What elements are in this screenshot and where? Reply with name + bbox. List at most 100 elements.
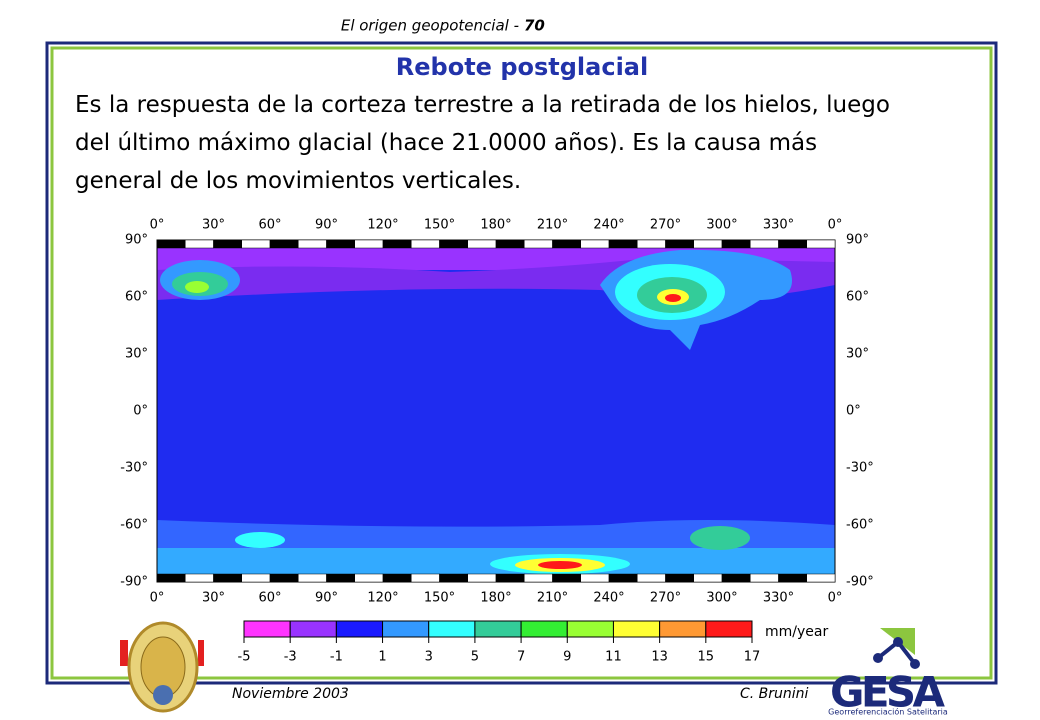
frame-bar xyxy=(411,239,440,249)
colorbar-swatch xyxy=(566,620,614,638)
frame-bar xyxy=(750,573,779,583)
colorbar-label: 3 xyxy=(425,650,433,665)
frame-bar xyxy=(665,573,694,583)
frame-bar xyxy=(411,573,440,583)
lon-label: 330° xyxy=(763,218,794,233)
lon-label: 270° xyxy=(650,591,681,606)
lat-label: 30° xyxy=(846,347,869,362)
lon-label: 240° xyxy=(593,218,624,233)
lon-label: 150° xyxy=(424,218,455,233)
frame-bar xyxy=(552,573,581,583)
frame-bar xyxy=(495,239,525,249)
frame-bar xyxy=(467,573,497,583)
body-line: Es la respuesta de la corteza terrestre … xyxy=(75,92,890,118)
colorbar-swatch xyxy=(243,620,291,638)
frame-bar xyxy=(269,573,299,583)
frame-bar xyxy=(721,239,751,249)
frame-bar xyxy=(298,573,327,583)
antarctic-peninsula xyxy=(690,526,750,550)
frame-bar xyxy=(721,573,751,583)
colorbar-swatch xyxy=(474,620,522,638)
frame-bar xyxy=(185,573,214,583)
body-line: general de los movimientos verticales. xyxy=(75,168,522,194)
colorbar-swatch xyxy=(335,620,384,638)
logo-subtitle: Georreferenciación Satelitaria xyxy=(828,707,948,717)
frame-bar xyxy=(750,239,779,249)
colorbar-label: 13 xyxy=(651,650,668,665)
frame-bar xyxy=(806,239,836,249)
colorbar-label: 1 xyxy=(378,650,386,665)
logo-mark xyxy=(873,628,920,669)
slide-title: Rebote postglacial xyxy=(396,53,648,81)
lon-label: 0° xyxy=(150,218,165,233)
frame-bar xyxy=(778,573,807,583)
frame-bar xyxy=(156,573,186,583)
lon-label: 0° xyxy=(828,218,843,233)
colorbar-label: -5 xyxy=(238,650,251,665)
colorbar-swatch xyxy=(612,620,661,638)
frame-bar xyxy=(778,239,807,249)
frame-bar xyxy=(665,239,694,249)
frame-bar xyxy=(269,239,299,249)
frame-bar xyxy=(439,239,468,249)
colorbar-swatch xyxy=(382,620,430,638)
frame-bar xyxy=(213,239,242,249)
frame-bar xyxy=(213,573,242,583)
lon-label: 30° xyxy=(202,591,225,606)
colorbar-label: 9 xyxy=(563,650,571,665)
lat-label: 60° xyxy=(125,290,148,305)
lon-label: 330° xyxy=(763,591,794,606)
frame-bar xyxy=(608,573,638,583)
lon-label: 120° xyxy=(367,591,398,606)
frame-bar xyxy=(552,239,581,249)
map xyxy=(156,239,836,583)
lon-label: 300° xyxy=(706,591,737,606)
lon-label: 270° xyxy=(650,218,681,233)
frame-bar xyxy=(495,573,525,583)
lon-label: 0° xyxy=(150,591,165,606)
colorbar-swatch xyxy=(428,620,476,638)
lat-label: 30° xyxy=(125,347,148,362)
north-america-peak xyxy=(665,294,681,302)
lon-label: 60° xyxy=(258,218,281,233)
lat-label: -30° xyxy=(120,461,148,476)
lat-label: 90° xyxy=(125,233,148,248)
frame-bar xyxy=(326,239,355,249)
logo-name: GESA xyxy=(830,668,945,717)
footer-date: Noviembre 2003 xyxy=(232,686,349,702)
colorbar-label: 15 xyxy=(698,650,715,665)
frame-bar xyxy=(580,239,610,249)
frame-bar xyxy=(382,239,412,249)
colorbar-swatch xyxy=(289,620,337,638)
scandinavia-core xyxy=(185,281,209,293)
map-frame-bars xyxy=(156,239,836,583)
lon-label: 210° xyxy=(537,218,568,233)
colorbar-label: -1 xyxy=(330,650,343,665)
lat-label: -60° xyxy=(846,518,874,533)
frame-bar xyxy=(637,239,666,249)
lat-label: 60° xyxy=(846,290,869,305)
lon-label: 90° xyxy=(315,218,338,233)
frame-bar xyxy=(608,239,638,249)
lon-label: 180° xyxy=(480,218,511,233)
frame-bar xyxy=(382,573,412,583)
colorbar-swatch xyxy=(520,620,568,638)
frame-bar xyxy=(439,573,468,583)
frame-bar xyxy=(354,239,384,249)
lon-label: 300° xyxy=(706,218,737,233)
colorbar-unit: mm/year xyxy=(765,624,828,640)
frame-bar xyxy=(326,573,355,583)
body-line: del último máximo glacial (hace 21.0000 … xyxy=(75,130,818,156)
southern-band xyxy=(157,520,835,548)
frame-bar xyxy=(806,573,836,583)
frame-bar xyxy=(185,239,214,249)
colorbar-label: 11 xyxy=(605,650,622,665)
lat-label: -60° xyxy=(120,518,148,533)
header-page: 70 xyxy=(524,17,545,35)
colorbar-label: -3 xyxy=(284,650,297,665)
lat-label: 90° xyxy=(846,233,869,248)
frame-bar xyxy=(467,239,497,249)
antarctic-patch xyxy=(235,532,285,548)
